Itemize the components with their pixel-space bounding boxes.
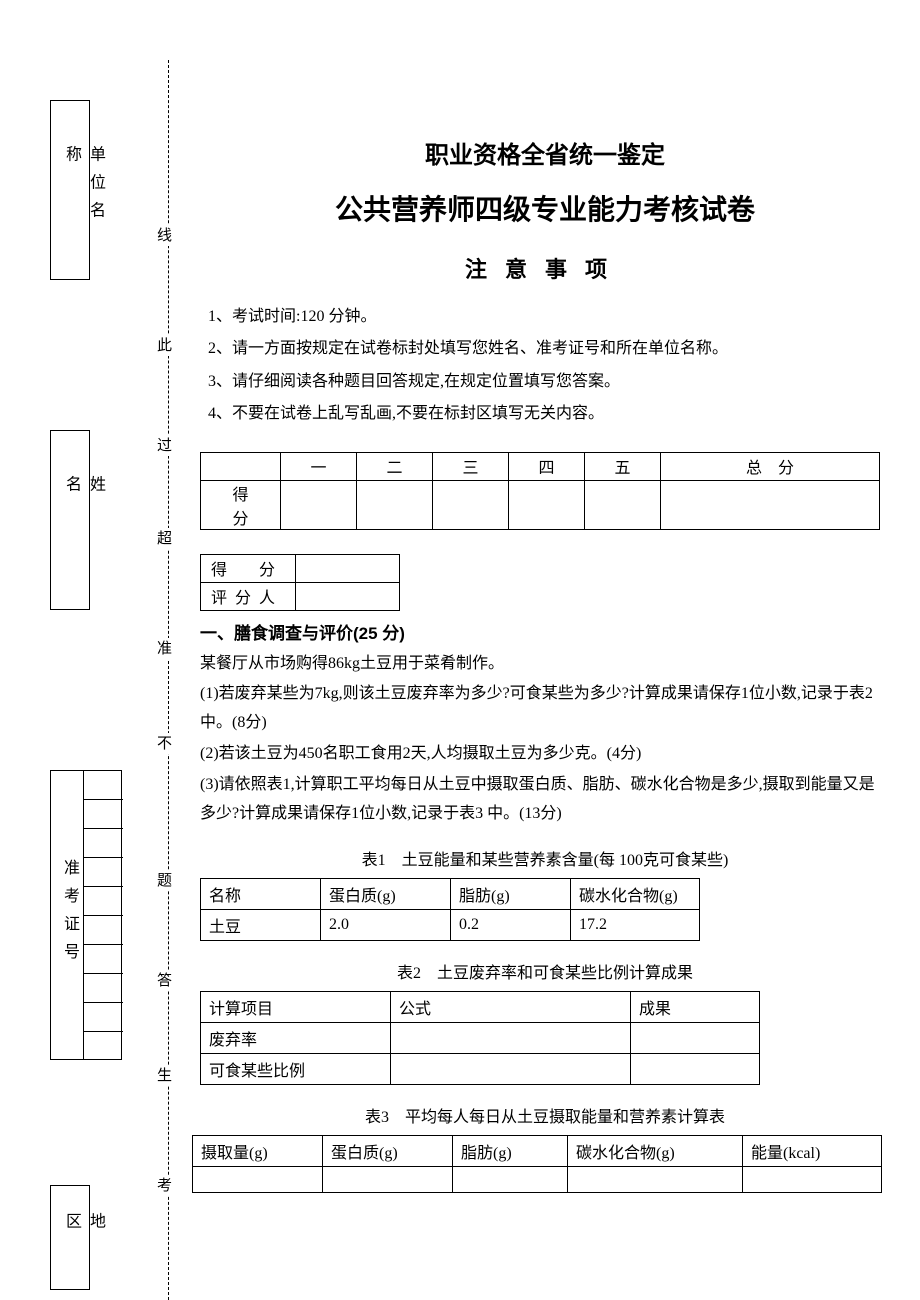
notice-4: 4、不要在试卷上乱写乱画,不要在标封区填写无关内容。 <box>208 399 890 429</box>
side-box-name: 姓名 <box>50 430 90 610</box>
s1-p1: (1)若废弃某些为7kg,则该土豆废弃率为多少?可食某些为多少?计算成果请保存1… <box>200 680 890 738</box>
t1-h1: 蛋白质(g) <box>321 879 451 910</box>
side-box-unit: 单位名称 <box>50 100 90 280</box>
vline-label-3: 过 <box>153 435 174 456</box>
side-label-ticket: 准考证号 <box>57 859 81 971</box>
section1-heading: 一、膳食调查与评价(25 分) <box>200 619 890 644</box>
vline-label-4: 超 <box>153 528 174 549</box>
t1-r3: 17.2 <box>571 910 700 941</box>
t1-r0: 土豆 <box>201 910 321 941</box>
score-row-label: 得 分 <box>201 480 281 529</box>
binding-dashed-line <box>168 60 169 1300</box>
vline-label-5: 准 <box>153 638 174 659</box>
notice-1: 1、考试时间:120 分钟。 <box>208 302 890 332</box>
t3-h1: 蛋白质(g) <box>323 1136 453 1167</box>
score-col-4: 四 <box>509 452 585 480</box>
table3: 摄取量(g) 蛋白质(g) 脂肪(g) 碳水化合物(g) 能量(kcal) <box>192 1135 882 1193</box>
notice-list: 1、考试时间:120 分钟。 2、请一方面按规定在试卷标封处填写您姓名、准考证号… <box>200 302 890 430</box>
score-box: 得 分 评分人 <box>200 554 400 611</box>
t2-r1: 废弃率 <box>201 1023 391 1054</box>
s1-p3: (3)请依照表1,计算职工平均每日从土豆中摄取蛋白质、脂肪、碳水化合物是多少,摄… <box>200 771 890 829</box>
main-content: 职业资格全省统一鉴定 公共营养师四级专业能力考核试卷 注意事项 1、考试时间:1… <box>200 135 890 1199</box>
t3-h3: 碳水化合物(g) <box>568 1136 743 1167</box>
t2-h2: 成果 <box>631 992 760 1023</box>
header-title2: 公共营养师四级专业能力考核试卷 <box>200 188 890 228</box>
score-col-5: 五 <box>585 452 661 480</box>
vline-label-7: 题 <box>153 870 174 891</box>
side-label-unit: 单位名称 <box>59 146 107 235</box>
score-col-3: 三 <box>433 452 509 480</box>
table2-caption: 表2 土豆废弃率和可食某些比例计算成果 <box>200 959 890 983</box>
t2-h1: 公式 <box>391 992 631 1023</box>
s1-p0: 某餐厅从市场购得86kg土豆用于菜肴制作。 <box>200 650 890 679</box>
t2-h0: 计算项目 <box>201 992 391 1023</box>
score-col-2: 二 <box>357 452 433 480</box>
table3-caption: 表3 平均每人每日从土豆摄取能量和营养素计算表 <box>200 1103 890 1127</box>
notice-title: 注意事项 <box>200 252 890 284</box>
scorebox-r1: 得 分 <box>201 554 296 582</box>
scorebox-r2: 评分人 <box>201 582 296 610</box>
score-col-0 <box>201 452 281 480</box>
notice-2: 2、请一方面按规定在试卷标封处填写您姓名、准考证号和所在单位名称。 <box>208 334 890 364</box>
t3-h4: 能量(kcal) <box>743 1136 882 1167</box>
score-table: 一 二 三 四 五 总 分 得 分 <box>200 452 880 530</box>
table1: 名称 蛋白质(g) 脂肪(g) 碳水化合物(g) 土豆 2.0 0.2 17.2 <box>200 878 700 941</box>
header-title1: 职业资格全省统一鉴定 <box>200 135 890 170</box>
s1-p2: (2)若该土豆为450名职工食用2天,人均摄取土豆为多少克。(4分) <box>200 740 890 769</box>
side-label-region: 地区 <box>59 1212 107 1264</box>
vline-label-2: 此 <box>153 335 174 356</box>
t3-h2: 脂肪(g) <box>453 1136 568 1167</box>
t1-r1: 2.0 <box>321 910 451 941</box>
vline-label-6: 不 <box>153 733 174 754</box>
vline-label-8: 答 <box>153 970 174 991</box>
notice-3: 3、请仔细阅读各种题目回答规定,在规定位置填写您答案。 <box>208 367 890 397</box>
score-col-1: 一 <box>281 452 357 480</box>
score-col-6: 总 分 <box>661 452 880 480</box>
side-label-name: 姓名 <box>59 476 107 565</box>
vline-label-10: 考 <box>153 1175 174 1196</box>
vline-label-9: 生 <box>153 1065 174 1086</box>
t3-h0: 摄取量(g) <box>193 1136 323 1167</box>
t1-h0: 名称 <box>201 879 321 910</box>
side-box-ticket: 准考证号 <box>50 770 122 1060</box>
side-box-region: 地区 <box>50 1185 90 1290</box>
t1-h2: 脂肪(g) <box>451 879 571 910</box>
t1-r2: 0.2 <box>451 910 571 941</box>
vline-label-1: 线 <box>153 225 174 246</box>
t1-h3: 碳水化合物(g) <box>571 879 700 910</box>
table1-caption: 表1 土豆能量和某些营养素含量(每 100克可食某些) <box>200 846 890 870</box>
table2: 计算项目 公式 成果 废弃率 可食某些比例 <box>200 991 760 1085</box>
section1-body: 某餐厅从市场购得86kg土豆用于菜肴制作。 (1)若废弃某些为7kg,则该土豆废… <box>200 650 890 829</box>
t2-r2: 可食某些比例 <box>201 1054 391 1085</box>
